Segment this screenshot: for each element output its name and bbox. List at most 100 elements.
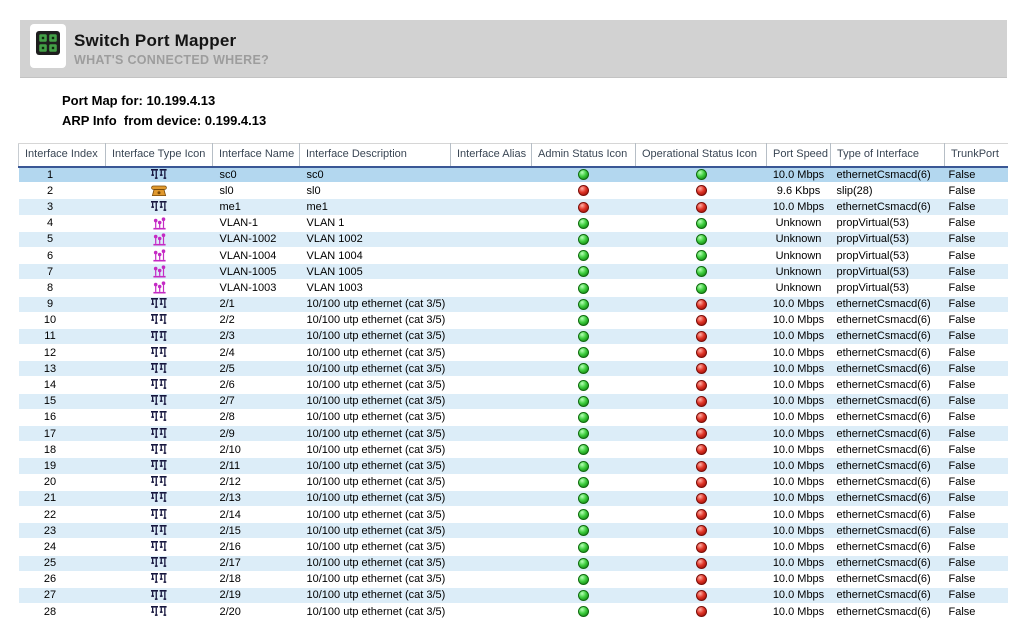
interface-row-24[interactable]: 242/1610/100 utp ethernet (cat 3/5)10.0 … — [19, 539, 1008, 555]
interface-row-18[interactable]: 182/1010/100 utp ethernet (cat 3/5)10.0 … — [19, 442, 1008, 458]
type-of-interface-cell: propVirtual(53) — [831, 247, 945, 263]
interface-row-3[interactable]: 3me1me110.0 MbpsethernetCsmacd(6)False — [19, 199, 1008, 215]
interface-row-20[interactable]: 202/1210/100 utp ethernet (cat 3/5)10.0 … — [19, 474, 1008, 490]
interface-row-5[interactable]: 5VLAN-1002VLAN 1002UnknownpropVirtual(53… — [19, 231, 1008, 247]
type-of-interface-cell: ethernetCsmacd(6) — [831, 426, 945, 442]
type-of-interface-cell: ethernetCsmacd(6) — [831, 345, 945, 361]
interface-description-cell: 10/100 utp ethernet (cat 3/5) — [300, 571, 451, 587]
interface-row-28[interactable]: 282/2010/100 utp ethernet (cat 3/5)10.0 … — [19, 604, 1008, 620]
trunk-port-cell: False — [945, 426, 1008, 442]
interface-description-cell: 10/100 utp ethernet (cat 3/5) — [300, 587, 451, 603]
interface-description-cell: 10/100 utp ethernet (cat 3/5) — [300, 361, 451, 377]
interface-type-cell — [106, 458, 213, 474]
interface-type-cell — [106, 604, 213, 620]
interface-index-cell: 18 — [19, 442, 106, 458]
interface-row-25[interactable]: 252/1710/100 utp ethernet (cat 3/5)10.0 … — [19, 555, 1008, 571]
column-header-type-of-interface[interactable]: Type of Interface — [831, 144, 945, 167]
interface-alias-cell — [451, 458, 532, 474]
trunk-port-cell: False — [945, 442, 1008, 458]
status-down-icon — [696, 299, 707, 310]
port-map-for-label: Port Map for: 10.199.4.13 — [62, 91, 266, 111]
status-up-icon — [696, 218, 707, 229]
interface-row-15[interactable]: 152/710/100 utp ethernet (cat 3/5)10.0 M… — [19, 393, 1008, 409]
column-header-interface-name[interactable]: Interface Name — [213, 144, 300, 167]
interface-alias-cell — [451, 523, 532, 539]
admin-status-cell — [532, 183, 636, 199]
trunk-port-cell: False — [945, 458, 1008, 474]
interface-row-4[interactable]: 4VLAN-1VLAN 1UnknownpropVirtual(53)False — [19, 215, 1008, 231]
admin-status-cell — [532, 442, 636, 458]
column-header-port-speed[interactable]: Port Speed — [767, 144, 831, 167]
interface-row-7[interactable]: 7VLAN-1005VLAN 1005UnknownpropVirtual(53… — [19, 264, 1008, 280]
status-up-icon — [578, 574, 589, 585]
column-header-interface-alias[interactable]: Interface Alias — [451, 144, 532, 167]
interface-description-cell: me1 — [300, 199, 451, 215]
status-down-icon — [696, 185, 707, 196]
status-up-icon — [578, 218, 589, 229]
interface-row-19[interactable]: 192/1110/100 utp ethernet (cat 3/5)10.0 … — [19, 458, 1008, 474]
interface-name-cell: VLAN-1 — [213, 215, 300, 231]
trunk-port-cell: False — [945, 199, 1008, 215]
interface-name-cell: 2/10 — [213, 442, 300, 458]
port-speed-cell: 10.0 Mbps — [767, 458, 831, 474]
type-of-interface-cell: ethernetCsmacd(6) — [831, 312, 945, 328]
interface-row-11[interactable]: 112/310/100 utp ethernet (cat 3/5)10.0 M… — [19, 328, 1008, 344]
interface-row-10[interactable]: 102/210/100 utp ethernet (cat 3/5)10.0 M… — [19, 312, 1008, 328]
column-header-interface-description[interactable]: Interface Description — [300, 144, 451, 167]
operational-status-cell — [636, 587, 767, 603]
type-of-interface-cell: propVirtual(53) — [831, 231, 945, 247]
interface-row-26[interactable]: 262/1810/100 utp ethernet (cat 3/5)10.0 … — [19, 571, 1008, 587]
ethernet-interface-icon — [151, 314, 167, 326]
operational-status-cell — [636, 183, 767, 199]
column-header-trunkport[interactable]: TrunkPort — [945, 144, 1008, 167]
type-of-interface-cell: ethernetCsmacd(6) — [831, 474, 945, 490]
admin-status-cell — [532, 458, 636, 474]
device-info: Port Map for: 10.199.4.13 ARP Info from … — [62, 91, 266, 131]
admin-status-cell — [532, 604, 636, 620]
interface-name-cell: me1 — [213, 199, 300, 215]
operational-status-cell — [636, 506, 767, 522]
interface-name-cell: 2/5 — [213, 361, 300, 377]
interface-alias-cell — [451, 361, 532, 377]
interface-row-2[interactable]: 2sl0sl09.6 Kbpsslip(28)False — [19, 183, 1008, 199]
interface-row-8[interactable]: 8VLAN-1003VLAN 1003UnknownpropVirtual(53… — [19, 280, 1008, 296]
interface-row-14[interactable]: 142/610/100 utp ethernet (cat 3/5)10.0 M… — [19, 377, 1008, 393]
interface-name-cell: 2/9 — [213, 426, 300, 442]
column-header-admin-status-icon[interactable]: Admin Status Icon — [532, 144, 636, 167]
admin-status-cell — [532, 393, 636, 409]
column-header-interface-type-icon[interactable]: Interface Type Icon — [106, 144, 213, 167]
interface-description-cell: sl0 — [300, 183, 451, 199]
trunk-port-cell: False — [945, 539, 1008, 555]
interface-name-cell: 2/19 — [213, 587, 300, 603]
operational-status-cell — [636, 247, 767, 263]
interface-alias-cell — [451, 296, 532, 312]
interface-row-23[interactable]: 232/1510/100 utp ethernet (cat 3/5)10.0 … — [19, 523, 1008, 539]
status-down-icon — [696, 606, 707, 617]
port-speed-cell: 10.0 Mbps — [767, 296, 831, 312]
interface-name-cell: sc0 — [213, 167, 300, 183]
interface-index-cell: 27 — [19, 587, 106, 603]
status-down-icon — [696, 202, 707, 213]
trunk-port-cell: False — [945, 555, 1008, 571]
interface-type-cell — [106, 328, 213, 344]
interface-row-16[interactable]: 162/810/100 utp ethernet (cat 3/5)10.0 M… — [19, 409, 1008, 425]
interface-name-cell: 2/12 — [213, 474, 300, 490]
interface-row-13[interactable]: 132/510/100 utp ethernet (cat 3/5)10.0 M… — [19, 361, 1008, 377]
interface-row-9[interactable]: 92/110/100 utp ethernet (cat 3/5)10.0 Mb… — [19, 296, 1008, 312]
interface-row-27[interactable]: 272/1910/100 utp ethernet (cat 3/5)10.0 … — [19, 587, 1008, 603]
interface-row-6[interactable]: 6VLAN-1004VLAN 1004UnknownpropVirtual(53… — [19, 247, 1008, 263]
interface-row-12[interactable]: 122/410/100 utp ethernet (cat 3/5)10.0 M… — [19, 345, 1008, 361]
interface-row-22[interactable]: 222/1410/100 utp ethernet (cat 3/5)10.0 … — [19, 506, 1008, 522]
interface-index-cell: 20 — [19, 474, 106, 490]
interface-row-1[interactable]: 1sc0sc010.0 MbpsethernetCsmacd(6)False — [19, 167, 1008, 183]
interface-type-cell — [106, 377, 213, 393]
trunk-port-cell: False — [945, 296, 1008, 312]
trunk-port-cell: False — [945, 215, 1008, 231]
admin-status-cell — [532, 409, 636, 425]
column-header-operational-status-icon[interactable]: Operational Status Icon — [636, 144, 767, 167]
column-header-interface-index[interactable]: Interface Index — [19, 144, 106, 167]
interface-row-21[interactable]: 212/1310/100 utp ethernet (cat 3/5)10.0 … — [19, 490, 1008, 506]
type-of-interface-cell: ethernetCsmacd(6) — [831, 409, 945, 425]
interface-row-17[interactable]: 172/910/100 utp ethernet (cat 3/5)10.0 M… — [19, 426, 1008, 442]
port-speed-cell: 10.0 Mbps — [767, 506, 831, 522]
